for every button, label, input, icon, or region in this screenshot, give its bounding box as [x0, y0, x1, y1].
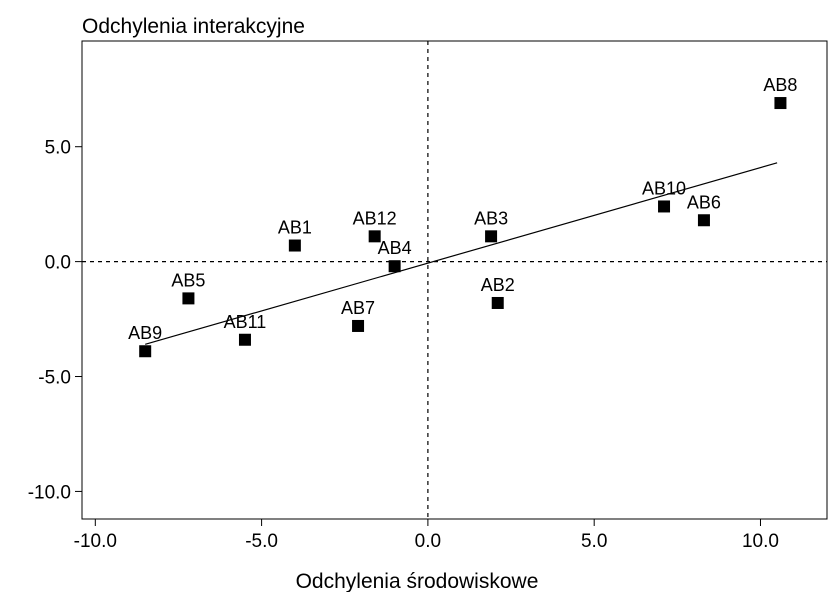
data-points: AB1 AB2 AB3 AB4 AB5 AB6 AB7 AB8 AB9 AB10 AB11 AB12	[128, 75, 797, 358]
data-point-label: AB1	[278, 218, 312, 238]
y-tick-label: -10.0	[28, 482, 71, 503]
data-point-marker	[697, 214, 710, 227]
chart-title: Odchylenia interakcyjne	[82, 15, 305, 38]
x-tick-label: -10.0	[74, 531, 117, 552]
data-point-marker	[491, 296, 504, 309]
data-point-marker	[182, 292, 195, 305]
x-tick-label: 0.0	[415, 531, 441, 552]
data-point-label: AB12	[353, 208, 397, 228]
data-point-marker	[774, 97, 787, 110]
y-tick-label: -5.0	[38, 368, 71, 389]
y-axis-ticks: 5.0 0.0 -5.0 -10.0	[28, 138, 82, 503]
data-point-marker	[388, 260, 401, 273]
data-point-label: AB2	[481, 275, 515, 295]
y-tick-label: 0.0	[45, 253, 71, 274]
data-point-label: AB10	[642, 178, 686, 198]
data-point-marker	[485, 230, 498, 243]
x-axis-label: Odchylenia środowiskowe	[296, 570, 539, 592]
data-point-marker	[238, 333, 251, 346]
data-point-marker	[288, 239, 301, 252]
x-tick-label: 5.0	[581, 531, 607, 552]
x-tick-label: 10.0	[742, 531, 779, 552]
data-point-label: AB3	[474, 208, 508, 228]
x-tick-label: -5.0	[245, 531, 278, 552]
data-point-label: AB9	[128, 323, 162, 343]
data-point-label: AB5	[171, 270, 205, 290]
data-point-label: AB8	[763, 75, 797, 95]
regression-line	[145, 162, 778, 345]
data-point-marker	[658, 200, 671, 213]
data-point-marker	[352, 319, 365, 332]
data-point-label: AB4	[378, 238, 412, 258]
plot-frame	[81, 40, 828, 520]
data-point-label: AB6	[687, 192, 721, 212]
y-tick-label: 5.0	[45, 138, 71, 159]
data-point-marker	[139, 345, 152, 358]
data-point-label: AB11	[224, 312, 267, 332]
data-point-marker	[368, 230, 381, 243]
data-point-label: AB7	[341, 298, 375, 318]
x-axis-ticks: -10.0 -5.0 0.0 5.0 10.0	[74, 519, 779, 552]
